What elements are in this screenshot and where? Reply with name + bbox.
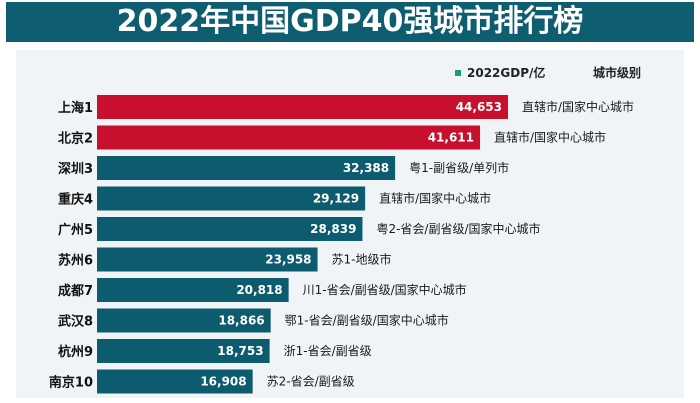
bar bbox=[97, 156, 396, 180]
bar bbox=[97, 308, 271, 333]
legend: 2022GDP/亿 bbox=[455, 64, 545, 81]
city-level-label: 直辖市/国家中心城市 bbox=[522, 99, 634, 114]
bar bbox=[97, 369, 253, 394]
city-level-label: 浙1-省会/副省级 bbox=[284, 344, 372, 358]
bar-value-label: 29,129 bbox=[313, 192, 359, 206]
bar-value-label: 23,958 bbox=[265, 253, 311, 267]
level-column-header: 城市级别 bbox=[593, 66, 642, 80]
bar-value-label: 28,839 bbox=[310, 222, 356, 236]
category-label: 南京10 bbox=[49, 375, 93, 391]
category-label: 成都7 bbox=[58, 283, 93, 299]
legend-label: 2022GDP/亿 bbox=[467, 66, 546, 80]
city-level-label: 鄂1-省会/副省级/国家中心城市 bbox=[285, 313, 449, 328]
category-label: 武汉8 bbox=[58, 314, 93, 330]
category-label: 北京2 bbox=[58, 131, 93, 147]
bar bbox=[97, 186, 366, 211]
bar-value-label: 41,611 bbox=[428, 131, 474, 145]
bar bbox=[97, 217, 363, 241]
bar-value-label: 16,908 bbox=[200, 375, 246, 389]
category-label: 上海1 bbox=[58, 100, 93, 116]
bar-value-label: 44,653 bbox=[456, 100, 502, 114]
category-label: 杭州9 bbox=[58, 344, 93, 360]
city-level-label: 苏2-省会/副省级 bbox=[267, 375, 355, 389]
category-label: 深圳3 bbox=[58, 161, 93, 177]
category-label: 重庆4 bbox=[58, 192, 93, 208]
bar bbox=[97, 125, 481, 150]
bar-value-label: 18,753 bbox=[217, 344, 263, 358]
city-level-label: 直辖市/国家中心城市 bbox=[379, 191, 491, 206]
city-level-label: 川1-省会/副省级/国家中心城市 bbox=[303, 282, 467, 297]
city-level-label: 粤2-省会/副省级/国家中心城市 bbox=[376, 221, 540, 236]
legend-swatch bbox=[455, 69, 461, 76]
bar bbox=[97, 247, 318, 272]
chart-title: 2022年中国GDP40强城市排行榜 bbox=[6, 2, 694, 42]
category-label: 广州5 bbox=[58, 222, 93, 238]
bar bbox=[97, 278, 289, 302]
bar-value-label: 32,388 bbox=[343, 161, 389, 175]
city-level-label: 直辖市/国家中心城市 bbox=[494, 130, 606, 145]
bar bbox=[97, 95, 509, 119]
bar-value-label: 20,818 bbox=[236, 283, 282, 297]
category-label: 苏州6 bbox=[58, 253, 93, 269]
bar bbox=[97, 339, 270, 363]
city-level-label: 苏1-地级市 bbox=[332, 252, 392, 267]
bar-value-label: 18,866 bbox=[218, 314, 264, 328]
city-level-label: 粤1-副省级/单列市 bbox=[409, 160, 509, 175]
